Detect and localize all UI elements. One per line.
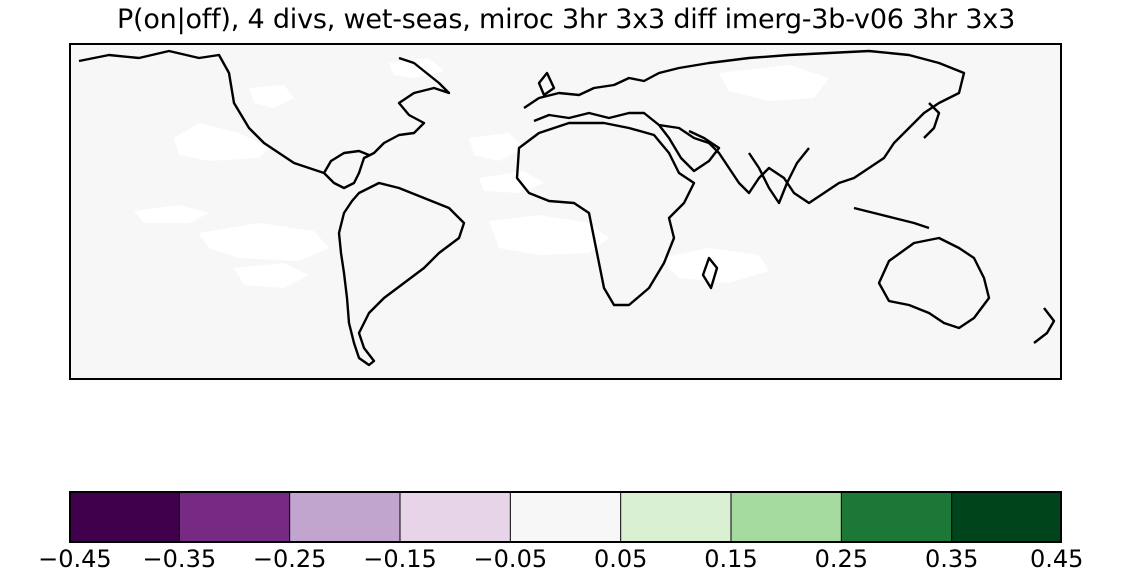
colorbar-tick-label: 0.05 [593,545,648,573]
colorbar-segment [179,491,291,543]
coastlines [78,49,1056,367]
patch-n-africa [479,171,544,193]
colorbar-tick-label: −0.15 [363,545,437,573]
colorbar-segment [620,491,732,543]
colorbar-tick-label: 0.45 [1029,545,1084,573]
coast-arabia [658,124,721,173]
coast-madagascar [701,256,719,290]
colorbar-segment [951,491,1063,543]
coast-indonesia [853,206,930,230]
patch-n-pacific [249,85,294,108]
colorbar-segment [289,491,401,543]
colorbar-tick-label: 0.35 [924,545,979,573]
coast-new-zealand [1033,307,1056,344]
coast-gulf [322,149,370,174]
colorbar-tick-label: −0.35 [142,545,217,573]
colorbar-segment [400,491,511,543]
colorbar-segment [731,491,842,543]
coast-europe-asia [523,49,966,205]
colorbar-segment [510,491,622,543]
white-patches [134,58,829,288]
colorbar-tick-label: −0.45 [38,545,112,573]
patch-trop-pacific [134,205,209,223]
map-svg [69,43,1062,380]
patch-s-atlantic [489,215,609,255]
patch-n-atlantic [469,133,524,161]
figure-title: P(on|off), 4 divs, wet-seas, miroc 3hr 3… [116,4,1016,35]
coast-north-america [78,49,451,190]
colorbar [69,491,1063,543]
colorbar-tick-label: 0.15 [704,545,758,573]
colorbar-segment [841,491,953,543]
colorbar-segment [69,491,180,543]
patch-ne-pacific [174,123,269,161]
patch-arabian [719,65,829,101]
colorbar-tick-label: 0.25 [814,545,869,573]
coast-africa [515,121,696,307]
colorbar-tick-label: −0.25 [252,545,327,573]
patch-high-n [389,58,444,78]
coast-uk [537,71,556,97]
colorbar-border [69,491,1062,543]
coast-india [748,147,810,205]
colorbar-ticks: −0.45 −0.35 −0.25 −0.15 −0.05 0.05 0.15 0.25 0.3… [0,543,1132,573]
coast-australia [877,236,991,330]
coast-japan [923,102,941,139]
patch-s-pacific [199,223,329,261]
map-border [69,43,1062,380]
world-map [69,43,1062,380]
patch-e-pacific [234,263,309,288]
colorbar-tick-label: −0.05 [473,545,548,573]
coast-south-america [337,181,466,367]
colorbar-svg [69,491,1063,543]
